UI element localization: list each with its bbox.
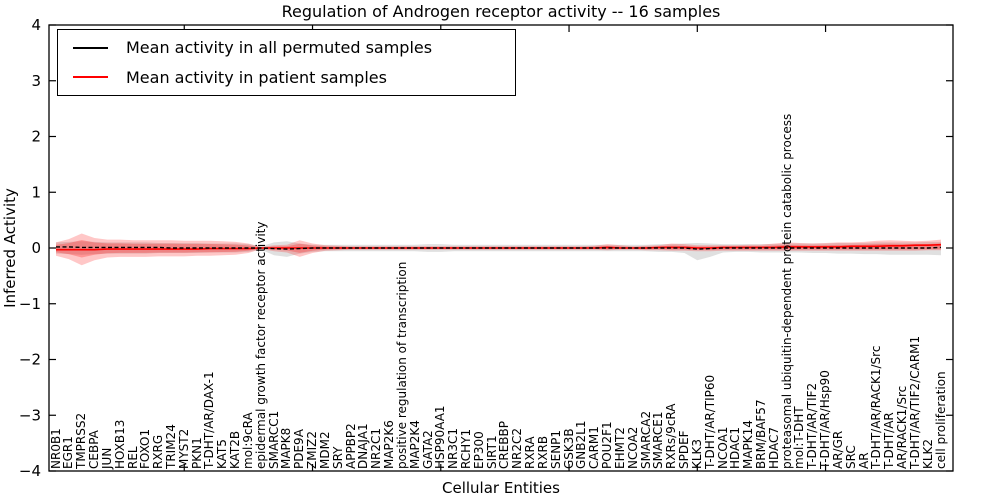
y-tick-label: 1 (31, 183, 41, 201)
y-tick-label: 0 (31, 239, 41, 257)
y-tick-label: 3 (31, 72, 41, 90)
y-axis-label: Inferred Activity (1, 188, 19, 308)
y-tick-label: −2 (19, 351, 41, 369)
permuted-samples-band (56, 241, 941, 261)
legend-label-patient: Mean activity in patient samples (126, 67, 387, 87)
y-tick-label: −4 (19, 462, 41, 480)
y-tick-label: 2 (31, 128, 41, 146)
chart-title: Regulation of Androgen receptor activity… (281, 2, 721, 21)
legend-item-permuted: Mean activity in all permuted samples (58, 38, 515, 57)
y-tick-label: −1 (19, 295, 41, 313)
y-tick-label: 4 (31, 16, 41, 34)
patient-samples-band (56, 233, 941, 266)
patient-line-swatch (73, 76, 108, 79)
legend-label-permuted: Mean activity in all permuted samples (126, 38, 433, 58)
x-axis-label: Cellular Entities (442, 479, 560, 497)
legend-item-patient: Mean activity in patient samples (58, 68, 515, 87)
permuted-line-swatch (73, 46, 108, 49)
legend: Mean activity in all permuted samples Me… (57, 29, 516, 96)
permuted-mean-line (56, 246, 942, 250)
y-tick-label: −3 (19, 406, 41, 424)
